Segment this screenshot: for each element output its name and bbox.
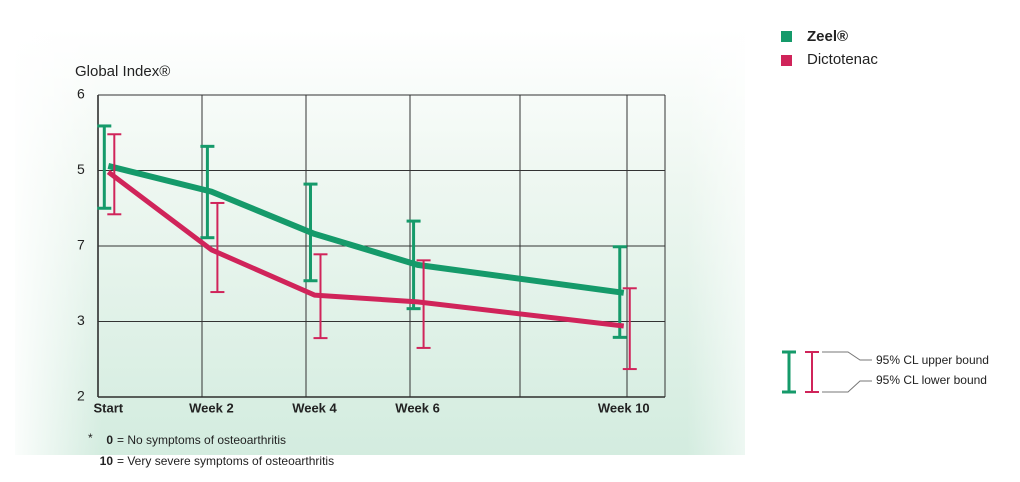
legend-swatch — [781, 55, 792, 66]
footnote: * 0 = No symptoms of osteoarthritis 10 =… — [88, 431, 334, 468]
y-tick-label: 3 — [77, 312, 85, 328]
x-tick-label: Week 10 — [598, 400, 650, 415]
series-line — [107, 163, 625, 296]
connector — [822, 380, 872, 393]
panel-fade — [15, 30, 745, 455]
legend: Zeel® Dictotenac — [781, 28, 878, 68]
series-line — [106, 170, 625, 329]
legend-label: Zeel® — [807, 28, 848, 45]
legend-swatch — [781, 31, 792, 42]
error-bar — [200, 144, 215, 240]
y-tick-label: 6 — [77, 86, 85, 102]
legend-label: Dictotenac — [807, 51, 878, 68]
error-bar — [107, 133, 122, 216]
x-tick-label: Week 6 — [395, 400, 440, 415]
error-bar — [622, 287, 637, 371]
y-tick-label: 7 — [77, 237, 85, 253]
plot: 6 5 7 3 2 Start Week 2 Week 4 Week 6 Week 10 — [77, 86, 665, 415]
y-tick-label: 2 — [77, 388, 85, 404]
error-bar — [303, 182, 318, 283]
connector — [822, 351, 872, 361]
x-tick-label: Week 4 — [292, 400, 337, 415]
y-tick-label: 5 — [77, 161, 85, 177]
footnote-term: 0 — [106, 433, 113, 447]
x-tick-label: Start — [93, 400, 123, 415]
footnote-text: = Very severe symptoms of osteoarthritis — [117, 454, 334, 468]
error-bar — [313, 253, 328, 340]
error-bar — [210, 201, 225, 294]
footnote-text: = No symptoms of osteoarthritis — [117, 433, 286, 447]
error-legend-green — [782, 350, 796, 394]
footnote-term: 10 — [100, 454, 114, 468]
error-legend-lower: 95% CL lower bound — [876, 373, 987, 387]
error-bar — [97, 124, 112, 210]
error-bar — [416, 259, 431, 349]
error-bar — [406, 219, 421, 311]
x-tick-label: Week 2 — [189, 400, 234, 415]
error-legend-upper: 95% CL upper bound — [876, 353, 989, 367]
error-legend: 95% CL upper bound 95% CL lower bound — [782, 350, 989, 394]
footnote-marker: * — [88, 431, 93, 445]
error-legend-red — [805, 351, 819, 393]
error-bar — [612, 245, 627, 339]
chart-title: Global Index® — [75, 63, 170, 80]
